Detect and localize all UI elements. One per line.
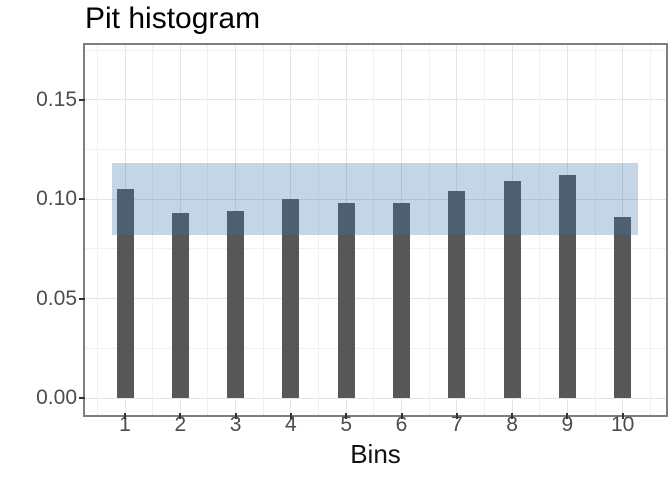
- histogram-bar-bin-4: [282, 199, 299, 398]
- x-tick-mark: [400, 413, 403, 419]
- y-tick-label-0.05: 0.05: [36, 286, 77, 310]
- gridline-h-minor: [85, 248, 666, 250]
- x-tick-label-7: 7: [450, 413, 463, 436]
- gridline-v-minor: [649, 45, 651, 415]
- histogram-bar-bin-10: [614, 217, 631, 398]
- confidence-band: [112, 162, 638, 236]
- y-tick-mark: [79, 397, 85, 399]
- x-tick-label-2: 2: [174, 413, 187, 436]
- histogram-bar-bin-1: [117, 189, 134, 398]
- gridline-v-minor: [207, 45, 209, 415]
- x-tick-label-4: 4: [285, 413, 297, 436]
- gridline-v-minor: [96, 45, 98, 415]
- gridline-h-major: [85, 397, 666, 399]
- chart-title: Pit histogram: [85, 2, 261, 35]
- gridline-v-minor: [539, 45, 541, 415]
- histogram-bar-bin-3: [227, 211, 244, 398]
- gridline-v-minor: [594, 45, 596, 415]
- x-axis-title: Bins: [350, 439, 401, 469]
- y-tick-label-0.00: 0.00: [36, 386, 77, 409]
- x-tick-mark: [621, 413, 624, 419]
- histogram-bar-bin-9: [559, 175, 576, 398]
- y-tick-label-0.10: 0.10: [36, 187, 77, 211]
- gridline-h-minor: [85, 149, 666, 151]
- gridline-v-minor: [152, 45, 154, 415]
- x-tick-mark: [179, 413, 182, 419]
- y-tick-label-0.15: 0.15: [36, 87, 77, 111]
- gridline-h-minor: [85, 49, 666, 51]
- x-tick-mark: [124, 413, 126, 419]
- histogram-bar-bin-2: [172, 213, 189, 398]
- y-tick-mark: [79, 98, 85, 101]
- x-tick-mark: [566, 413, 569, 419]
- gridline-v-minor: [262, 45, 264, 415]
- x-tick-mark: [234, 413, 237, 419]
- histogram-bar-bin-5: [338, 203, 355, 398]
- x-tick-label-10: 10: [611, 413, 635, 436]
- gridline-v-minor: [373, 45, 375, 415]
- gridline-h-major: [85, 198, 666, 200]
- histogram-bar-bin-8: [504, 181, 521, 398]
- histogram-bar-bin-6: [393, 203, 410, 398]
- gridline-h-major: [85, 99, 666, 101]
- gridline-h-major: [85, 298, 666, 300]
- x-tick-mark: [345, 413, 348, 419]
- x-tick-label-9: 9: [561, 413, 574, 436]
- x-tick-label-1: 1: [119, 413, 131, 436]
- plot-panel: [83, 43, 668, 417]
- gridline-v-minor: [483, 45, 485, 415]
- y-tick-mark: [79, 297, 85, 300]
- x-tick-mark: [455, 413, 458, 419]
- histogram-bar-bin-7: [448, 191, 465, 398]
- x-tick-label-5: 5: [340, 413, 353, 436]
- x-tick-label-3: 3: [229, 413, 242, 436]
- gridline-v-minor: [318, 45, 320, 415]
- gridline-h-minor: [85, 347, 666, 349]
- x-tick-label-8: 8: [506, 413, 518, 436]
- x-tick-label-6: 6: [395, 413, 408, 436]
- x-tick-mark: [511, 413, 514, 419]
- y-tick-mark: [79, 198, 85, 201]
- gridline-v-minor: [428, 45, 430, 415]
- x-tick-mark: [289, 413, 292, 419]
